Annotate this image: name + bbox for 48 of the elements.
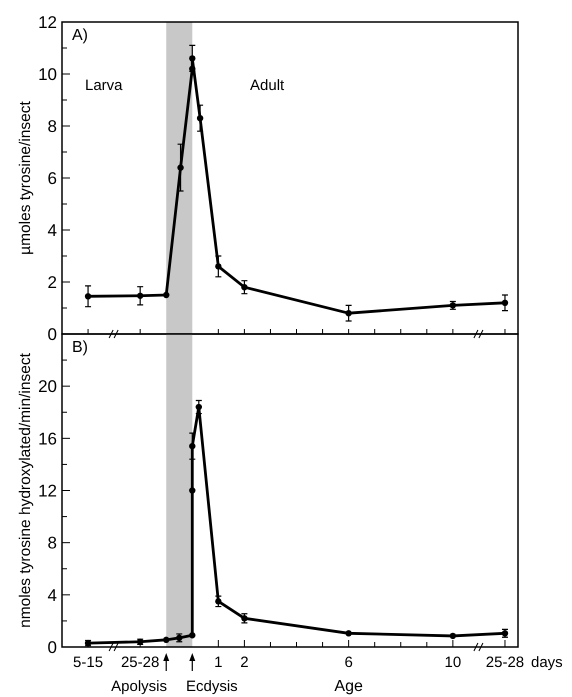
point [189,442,196,450]
y-tick-label: 4 [48,220,57,240]
y-tick-label: 10 [38,64,57,84]
y-tick-label: 20 [38,377,57,396]
x-tick-label: 1 [214,654,223,671]
y-tick-label: 0 [48,324,57,344]
y-tick-label: 8 [48,116,57,136]
x-tick-label: 2 [240,654,249,671]
x-tick-label: 6 [344,654,353,671]
y-axis-title: µmoles tyrosine/insect [17,100,34,255]
point [163,636,170,644]
point [189,55,196,62]
chart-title: A) [72,27,88,44]
point [215,598,222,605]
y-tick-label: 12 [38,12,57,32]
text: days [531,654,563,671]
point [450,632,456,640]
chart-title: B) [72,339,88,356]
x-tick-label: 25-28 [120,654,160,671]
y-tick-label: 6 [48,168,57,188]
point [189,632,196,638]
x-axis-title: Age [334,678,363,695]
x-tick-label: 5-15 [73,654,104,671]
y-tick-label: 12 [38,481,57,500]
point [177,164,184,171]
text: Apolysis [111,678,167,695]
point [84,293,92,300]
y-tick-label: 8 [48,534,57,553]
y-tick-label: 16 [38,429,57,448]
annotation: Adult [250,77,286,94]
point [215,263,222,270]
point [196,404,202,410]
point [345,630,352,637]
text: Ecdysis [186,678,238,695]
x-tick-label: 10 [444,654,462,671]
annotation: Larva [85,77,124,94]
point [196,115,204,122]
y-tick-label: 2 [48,272,57,292]
y-tick-label: 0 [48,638,57,657]
point [345,310,352,316]
point [163,292,170,298]
point [136,292,144,299]
point [241,284,248,290]
y-axis-title: nmoles tyrosine hydroxylated/min/insect [17,352,34,628]
point [502,300,508,306]
y-tick-label: 4 [48,586,57,605]
point [189,487,196,494]
x-tick-label: 25-28 [486,654,524,671]
